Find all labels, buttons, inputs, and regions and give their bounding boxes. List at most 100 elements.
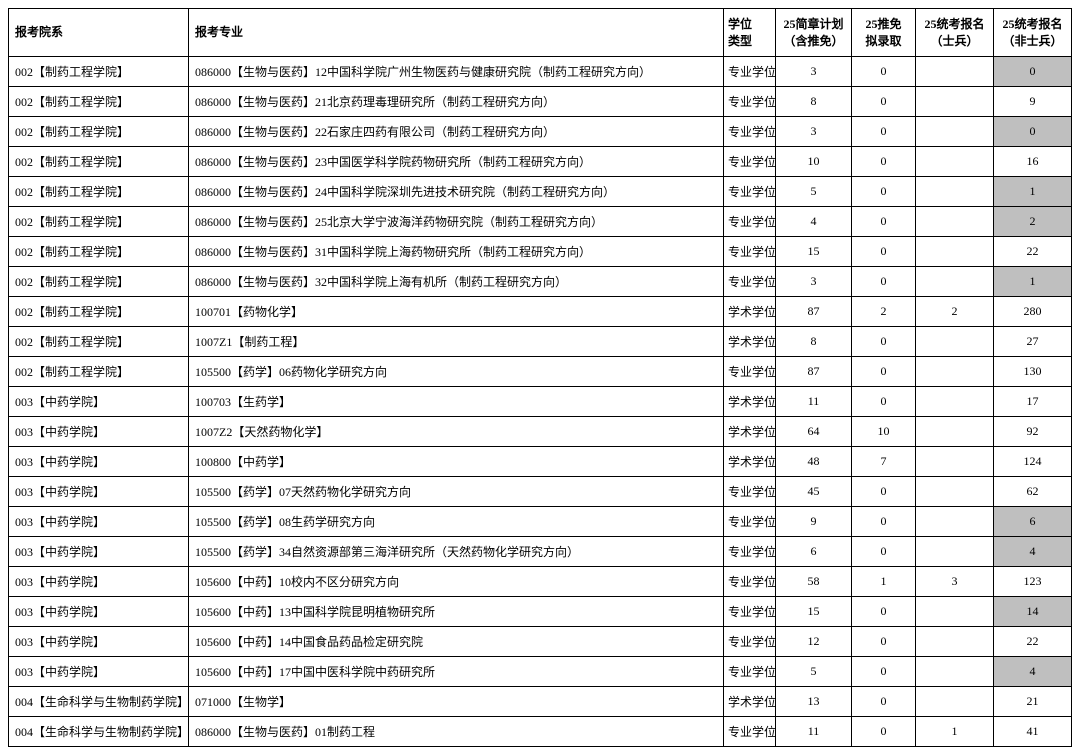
table-row: 002【制药工程学院】086000【生物与医药】23中国医学科学院药物研究所（制… [9,147,1072,177]
cell-degree: 学术学位 [724,417,776,447]
cell-dept: 002【制药工程学院】 [9,267,189,297]
cell-major: 105600【中药】13中国科学院昆明植物研究所 [189,597,724,627]
cell-degree: 学术学位 [724,327,776,357]
cell-major: 105500【药学】08生药学研究方向 [189,507,724,537]
table-row: 002【制药工程学院】086000【生物与医药】31中国科学院上海药物研究所（制… [9,237,1072,267]
cell-dept: 004【生命科学与生物制药学院】 [9,687,189,717]
cell-plan: 15 [776,597,852,627]
cell-soldier [916,687,994,717]
cell-nonsoldier: 6 [994,507,1072,537]
cell-nonsoldier: 280 [994,297,1072,327]
cell-dept: 004【生命科学与生物制药学院】 [9,717,189,747]
cell-degree: 专业学位 [724,717,776,747]
cell-degree: 专业学位 [724,357,776,387]
cell-plan: 4 [776,207,852,237]
cell-soldier [916,657,994,687]
cell-soldier [916,477,994,507]
cell-plan: 12 [776,627,852,657]
cell-plan: 48 [776,447,852,477]
cell-soldier: 3 [916,567,994,597]
cell-major: 086000【生物与医药】22石家庄四药有限公司（制药工程研究方向） [189,117,724,147]
header-tuimian: 25推免拟录取 [852,9,916,57]
cell-soldier [916,57,994,87]
table-row: 003【中药学院】105500【药学】34自然资源部第三海洋研究所（天然药物化学… [9,537,1072,567]
cell-dept: 002【制药工程学院】 [9,57,189,87]
cell-major: 100800【中药学】 [189,447,724,477]
cell-tuimian: 0 [852,507,916,537]
cell-soldier [916,237,994,267]
table-header: 报考院系报考专业学位类型25简章计划（含推免）25推免拟录取25统考报名（士兵）… [9,9,1072,57]
header-degree: 学位类型 [724,9,776,57]
cell-plan: 10 [776,147,852,177]
cell-tuimian: 0 [852,147,916,177]
cell-dept: 003【中药学院】 [9,387,189,417]
cell-tuimian: 0 [852,537,916,567]
enrollment-table: 报考院系报考专业学位类型25简章计划（含推免）25推免拟录取25统考报名（士兵）… [8,8,1072,747]
cell-tuimian: 0 [852,477,916,507]
cell-dept: 003【中药学院】 [9,567,189,597]
header-nonsoldier: 25统考报名（非士兵） [994,9,1072,57]
cell-plan: 11 [776,387,852,417]
cell-major: 086000【生物与医药】23中国医学科学院药物研究所（制药工程研究方向） [189,147,724,177]
table-row: 003【中药学院】105500【药学】08生药学研究方向专业学位906 [9,507,1072,537]
cell-nonsoldier: 27 [994,327,1072,357]
cell-major: 1007Z2【天然药物化学】 [189,417,724,447]
cell-tuimian: 0 [852,57,916,87]
cell-nonsoldier: 22 [994,627,1072,657]
cell-tuimian: 0 [852,177,916,207]
cell-tuimian: 0 [852,687,916,717]
cell-major: 105500【药学】07天然药物化学研究方向 [189,477,724,507]
table-row: 003【中药学院】105600【中药】13中国科学院昆明植物研究所专业学位150… [9,597,1072,627]
cell-nonsoldier: 0 [994,57,1072,87]
table-row: 003【中药学院】105600【中药】10校内不区分研究方向专业学位581312… [9,567,1072,597]
table-row: 002【制药工程学院】086000【生物与医药】21北京药理毒理研究所（制药工程… [9,87,1072,117]
cell-nonsoldier: 22 [994,237,1072,267]
cell-plan: 8 [776,327,852,357]
cell-soldier [916,417,994,447]
cell-soldier [916,147,994,177]
cell-soldier [916,117,994,147]
cell-degree: 专业学位 [724,627,776,657]
cell-plan: 11 [776,717,852,747]
cell-nonsoldier: 17 [994,387,1072,417]
table-row: 003【中药学院】105600【中药】14中国食品药品检定研究院专业学位1202… [9,627,1072,657]
table-row: 002【制药工程学院】086000【生物与医药】24中国科学院深圳先进技术研究院… [9,177,1072,207]
cell-tuimian: 0 [852,387,916,417]
cell-nonsoldier: 2 [994,207,1072,237]
cell-tuimian: 0 [852,87,916,117]
cell-nonsoldier: 16 [994,147,1072,177]
cell-tuimian: 1 [852,567,916,597]
cell-degree: 专业学位 [724,267,776,297]
cell-dept: 002【制药工程学院】 [9,87,189,117]
cell-plan: 87 [776,357,852,387]
cell-plan: 87 [776,297,852,327]
cell-nonsoldier: 130 [994,357,1072,387]
cell-major: 086000【生物与医药】25北京大学宁波海洋药物研究院（制药工程研究方向） [189,207,724,237]
cell-nonsoldier: 4 [994,537,1072,567]
cell-plan: 9 [776,507,852,537]
table-row: 003【中药学院】100800【中药学】学术学位487124 [9,447,1072,477]
cell-degree: 专业学位 [724,87,776,117]
cell-major: 086000【生物与医药】32中国科学院上海有机所（制药工程研究方向） [189,267,724,297]
cell-degree: 学术学位 [724,297,776,327]
cell-nonsoldier: 14 [994,597,1072,627]
cell-tuimian: 0 [852,237,916,267]
cell-tuimian: 0 [852,627,916,657]
cell-tuimian: 0 [852,657,916,687]
cell-nonsoldier: 123 [994,567,1072,597]
cell-nonsoldier: 9 [994,87,1072,117]
cell-tuimian: 7 [852,447,916,477]
cell-major: 105500【药学】34自然资源部第三海洋研究所（天然药物化学研究方向） [189,537,724,567]
cell-major: 1007Z1【制药工程】 [189,327,724,357]
cell-tuimian: 0 [852,327,916,357]
cell-plan: 8 [776,87,852,117]
cell-plan: 45 [776,477,852,507]
cell-plan: 13 [776,687,852,717]
cell-plan: 3 [776,57,852,87]
cell-dept: 003【中药学院】 [9,477,189,507]
cell-major: 086000【生物与医药】24中国科学院深圳先进技术研究院（制药工程研究方向） [189,177,724,207]
header-soldier: 25统考报名（士兵） [916,9,994,57]
cell-major: 105600【中药】10校内不区分研究方向 [189,567,724,597]
cell-tuimian: 0 [852,267,916,297]
cell-degree: 专业学位 [724,507,776,537]
